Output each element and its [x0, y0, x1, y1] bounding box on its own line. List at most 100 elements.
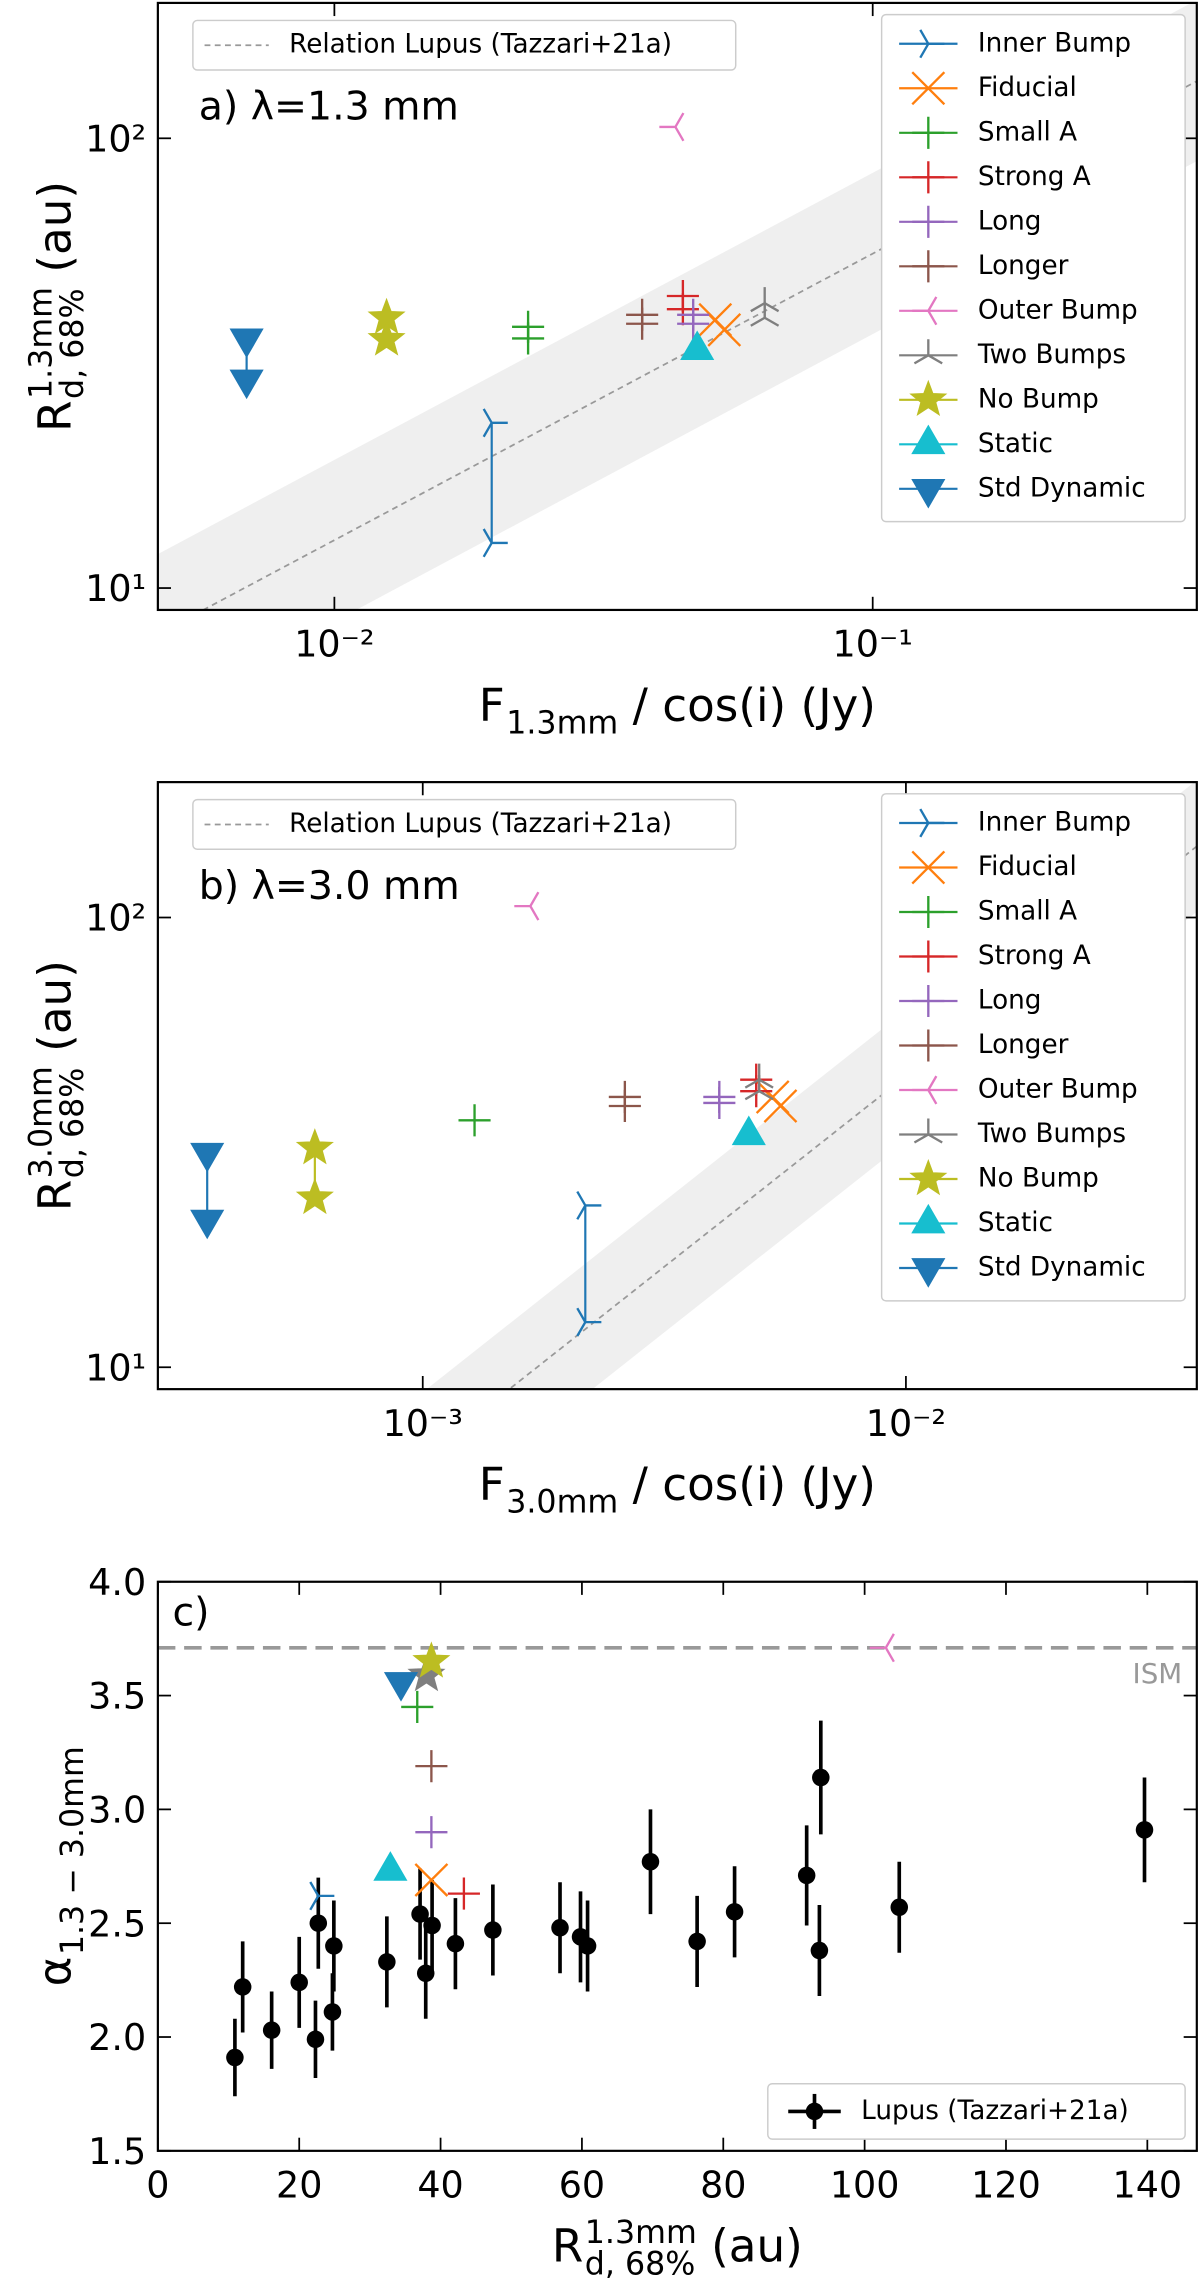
data-point [415, 1816, 448, 1849]
data-point [378, 1953, 396, 1971]
legend-label: Std Dynamic [978, 1253, 1146, 1283]
legend-marker [912, 205, 945, 238]
legend-marker [909, 1159, 948, 1196]
legend-label: No Bump [978, 1164, 1099, 1194]
data-point [1135, 1821, 1154, 1839]
legend-box [192, 19, 737, 71]
data-point [233, 1978, 252, 1996]
data-point [325, 1937, 343, 1955]
data-point [763, 1089, 798, 1123]
legend-marker [911, 478, 946, 509]
data-point [659, 112, 685, 142]
data-point [412, 1641, 451, 1678]
legend-box [767, 2082, 1186, 2140]
data-point [641, 1852, 660, 1871]
data-point [373, 1851, 408, 1881]
legend-label: Relation Lupus (Tazzari+21a) [289, 809, 672, 839]
legend-box [192, 798, 737, 850]
legend-label: Static [978, 429, 1053, 459]
legend-label: Long [978, 206, 1042, 236]
legend-label: Small A [978, 117, 1077, 147]
legend-label: Lupus (Tazzari+21a) [861, 2096, 1129, 2126]
axis-label-rest: (au) [697, 2220, 803, 2273]
legend-marker [912, 161, 945, 194]
axis-label-rest: (au) [28, 181, 81, 287]
data-point [414, 1863, 449, 1897]
data-point [306, 2030, 325, 2049]
y-tick-label: 10² [85, 897, 146, 940]
legend-marker [912, 895, 945, 929]
x-tick-label: 10⁻² [294, 623, 374, 666]
x-tick-label: 100 [830, 2164, 900, 2207]
data-point [744, 1075, 774, 1101]
legend-marker [805, 2102, 824, 2121]
legend-label: Two Bumps [977, 340, 1126, 370]
legend-label: Longer [978, 251, 1069, 281]
legend-label: Two Bumps [977, 1119, 1126, 1149]
data-point [484, 1921, 502, 1939]
legend-label: Small A [978, 896, 1077, 926]
legend-marker [913, 339, 943, 365]
plot-frame [156, 1, 1198, 612]
y-tick-label: 4.0 [88, 1561, 146, 1604]
data-point [890, 1898, 909, 1917]
y-tick-label: 3.0 [88, 1789, 146, 1832]
legend-label: Std Dynamic [978, 473, 1146, 503]
data-point [482, 408, 508, 438]
legend-label: Outer Bump [978, 1075, 1138, 1105]
legend-label: Longer [978, 1030, 1069, 1060]
legend-box [880, 793, 1186, 1302]
data-point [262, 2021, 281, 2039]
data-point [295, 1177, 334, 1215]
legend-marker [909, 379, 948, 417]
panel-label: a) λ=1.3 mm [199, 84, 459, 130]
legend-label: Inner Bump [978, 28, 1131, 58]
data-point [295, 1128, 334, 1165]
axis-label-rest: (au) [28, 960, 81, 1066]
data-point [703, 1086, 736, 1119]
y-tick-label: 10¹ [85, 1346, 146, 1389]
data-point [578, 1937, 597, 1955]
axis-label-rest: / cos(i) (Jy) [618, 679, 876, 732]
data-point [367, 319, 406, 356]
legend-label: Static [978, 1208, 1053, 1238]
axis-label-sub: d, 68% [55, 1068, 91, 1179]
legend-marker [912, 1075, 938, 1105]
data-point [514, 891, 540, 921]
data-point [750, 301, 780, 327]
data-point [576, 1190, 602, 1220]
data-point [383, 1672, 419, 1702]
legend-label: Relation Lupus (Tazzari+21a) [289, 30, 672, 60]
data-point [423, 1916, 441, 1935]
data-point [290, 1973, 308, 1992]
legend-marker [919, 29, 945, 59]
legend-label: Inner Bump [978, 807, 1131, 837]
axis-label-main: F [479, 679, 505, 732]
panel-label: c) [172, 1590, 209, 1636]
x-tick-label: 140 [1113, 2164, 1183, 2207]
data-point [677, 307, 710, 340]
y-tick-label: 2.0 [88, 2016, 146, 2059]
data-point [750, 287, 780, 313]
data-point [446, 1934, 465, 1953]
axis-label: α1.3 − 3.0mm [28, 1746, 91, 1986]
data-point [810, 1941, 829, 1960]
axis-label-rest: / cos(i) (Jy) [618, 1458, 876, 1511]
axis-label-main: R [28, 1180, 81, 1211]
axis-label-main: R [28, 400, 81, 431]
data-point [323, 2003, 342, 2021]
data-point [416, 1964, 435, 1983]
data-point [551, 1919, 569, 1937]
x-tick-label: 80 [700, 2164, 746, 2207]
legend-marker [911, 71, 946, 106]
legend-marker [912, 1029, 945, 1062]
axis-label-sup: 1.3mm [585, 2215, 697, 2251]
legend-label: Strong A [978, 941, 1091, 971]
legend-marker [912, 250, 945, 283]
plot-frame [156, 781, 1198, 1391]
axis-label-main: F [479, 1458, 505, 1511]
